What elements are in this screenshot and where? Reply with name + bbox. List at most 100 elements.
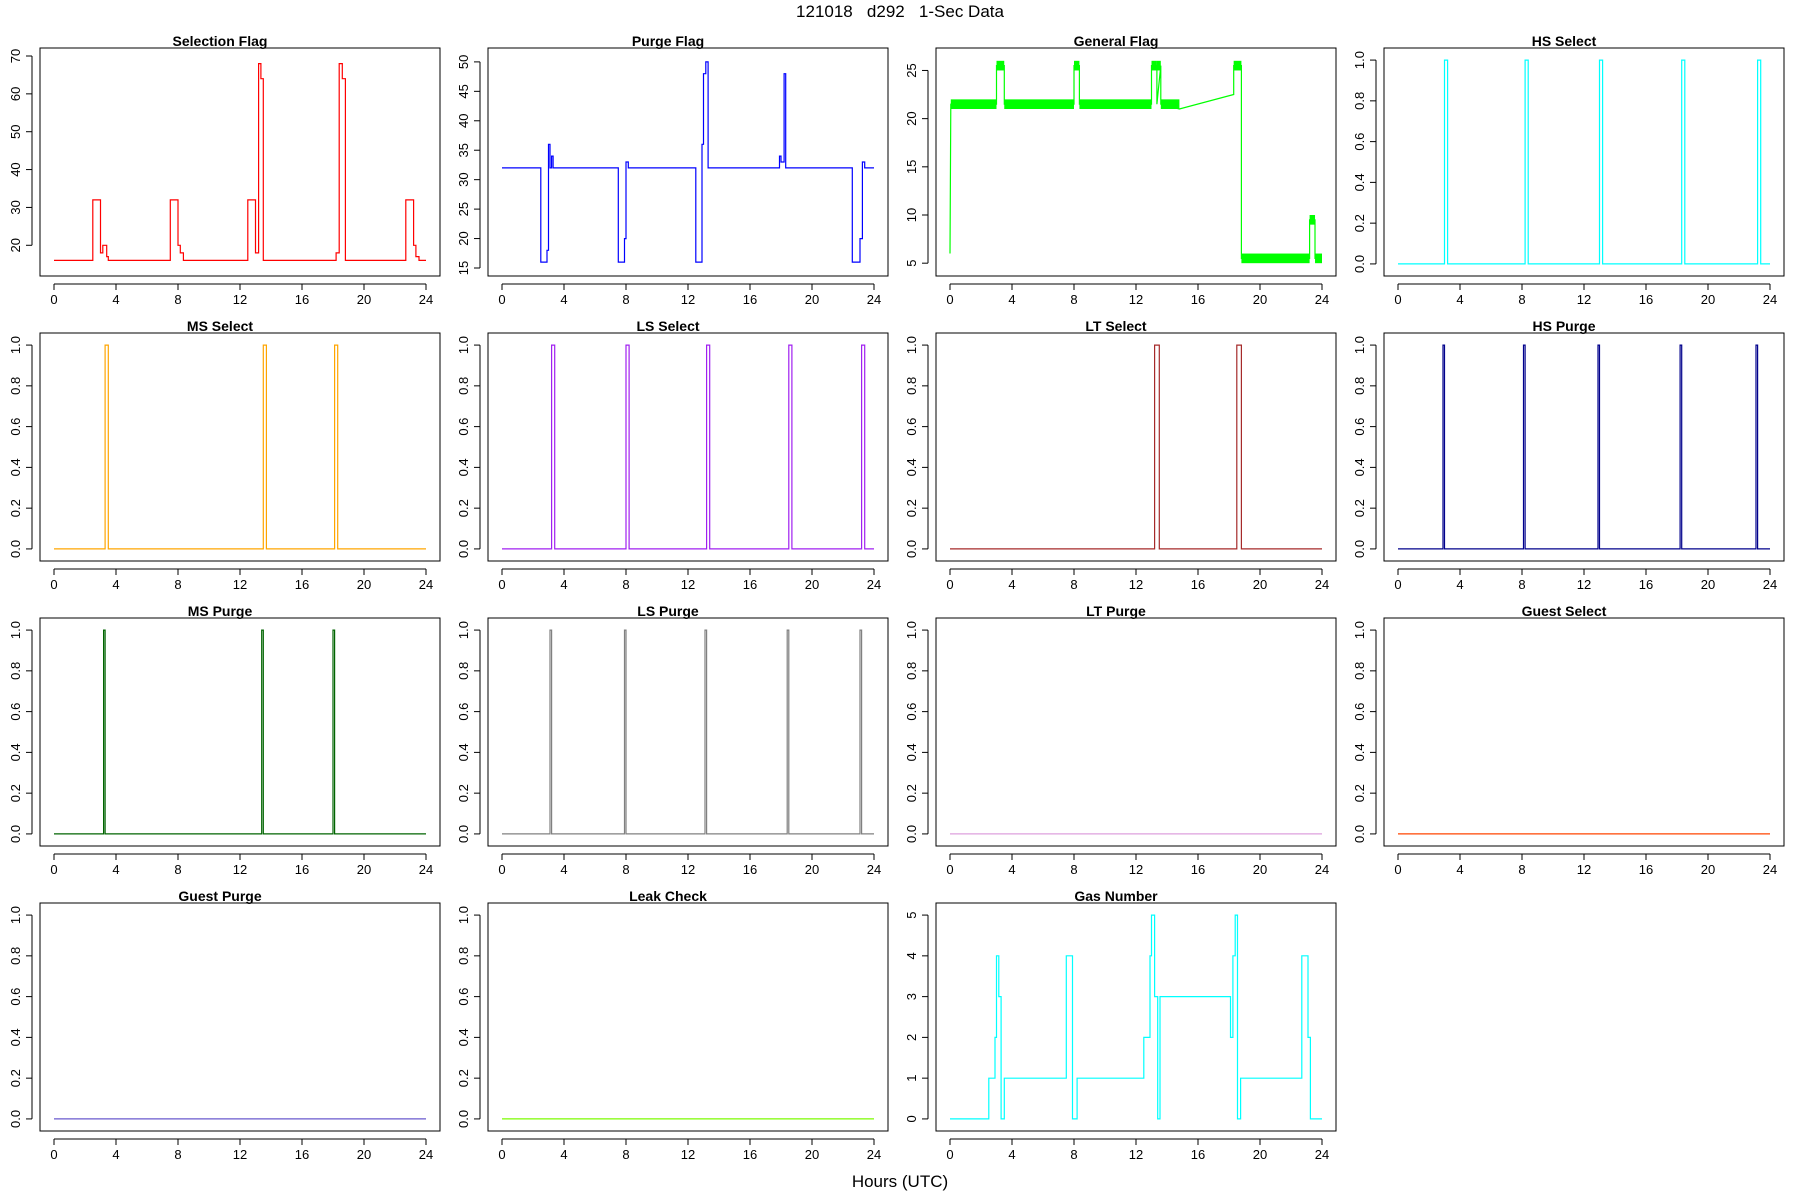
y-tick-label: 0.4 [456, 743, 471, 761]
panel-title: HS Select [1532, 33, 1597, 49]
panel-ms-purge: MS Purge 0 4 8 12 16 20 24 0.0 0.2 0.4 0.6 0.8 1.0 [8, 603, 441, 877]
x-tick-label: 24 [1315, 1147, 1329, 1162]
x-tick-label: 24 [867, 577, 881, 592]
panel-title: LS Purge [637, 603, 699, 619]
x-tick-label: 8 [174, 577, 181, 592]
y-tick-label: 0.6 [456, 703, 471, 721]
x-tick-label: 12 [681, 1147, 695, 1162]
x-tick-label: 8 [1518, 292, 1525, 307]
plot-frame [935, 902, 1337, 1132]
panel-title: LT Select [1085, 318, 1147, 334]
x-tick-label: 24 [419, 292, 433, 307]
y-tick-label: 0.6 [1352, 418, 1367, 436]
plot-frame [39, 902, 441, 1132]
panel-title: Purge Flag [632, 33, 704, 49]
y-tick-label: 15 [456, 261, 471, 275]
y-tick-label: 0.4 [1352, 743, 1367, 761]
y-tick-label: 0.0 [456, 1110, 471, 1128]
plot-frame [935, 617, 1337, 847]
x-tick-label: 0 [946, 292, 953, 307]
y-tick-label: 0.4 [8, 1028, 23, 1046]
y-tick-label: 25 [456, 202, 471, 216]
panel-guest-select: Guest Select 0 4 8 12 16 20 24 0.0 0.2 0.4 0.6 0.8 1.… [1352, 603, 1785, 877]
x-tick-label: 0 [50, 862, 57, 877]
y-tick-label: 0.6 [904, 418, 919, 436]
x-tick-label: 12 [1577, 862, 1591, 877]
series-line [54, 629, 426, 835]
y-tick-label: 0.0 [1352, 825, 1367, 843]
y-tick-label: 5 [904, 260, 919, 267]
signal-band [1160, 99, 1180, 109]
series-line [502, 344, 874, 550]
x-tick-label: 24 [419, 577, 433, 592]
x-tick-label: 12 [681, 862, 695, 877]
x-tick-label: 16 [1191, 862, 1205, 877]
series-line [502, 61, 874, 263]
y-tick-label: 0.6 [8, 703, 23, 721]
y-tick-label: 0.8 [1352, 662, 1367, 680]
series-line [949, 64, 1322, 259]
x-tick-label: 16 [1191, 577, 1205, 592]
series-line [502, 629, 874, 835]
x-tick-label: 8 [622, 292, 629, 307]
x-tick-label: 24 [867, 1147, 881, 1162]
y-tick-label: 0.2 [456, 784, 471, 802]
panel-title: Guest Purge [178, 888, 261, 904]
x-tick-label: 12 [233, 1147, 247, 1162]
plot-frame [1383, 47, 1785, 277]
x-tick-label: 8 [622, 862, 629, 877]
x-tick-label: 4 [560, 862, 567, 877]
y-tick-label: 0.8 [904, 662, 919, 680]
plot-frame [39, 332, 441, 562]
panel-lt-select: LT Select 0 4 8 12 16 20 24 0.0 0.2 0.4 0.6 0.8 1.0 [904, 318, 1337, 592]
y-tick-label: 0.6 [1352, 703, 1367, 721]
x-tick-label: 24 [419, 1147, 433, 1162]
x-tick-label: 8 [622, 577, 629, 592]
y-tick-label: 0.8 [8, 377, 23, 395]
y-tick-label: 0.0 [904, 825, 919, 843]
x-tick-label: 4 [112, 1147, 119, 1162]
y-tick-label: 0.2 [8, 784, 23, 802]
x-tick-label: 24 [419, 862, 433, 877]
x-tick-label: 16 [743, 577, 757, 592]
x-tick-label: 16 [295, 862, 309, 877]
x-tick-label: 12 [1129, 862, 1143, 877]
y-tick-label: 2 [904, 1034, 919, 1041]
x-tick-label: 0 [498, 862, 505, 877]
y-tick-label: 0.2 [1352, 214, 1367, 232]
x-tick-label: 4 [1456, 862, 1463, 877]
x-tick-label: 0 [946, 862, 953, 877]
panel-leak-check: Leak Check 0 4 8 12 16 20 24 0.0 0.2 0.4 0.6 0.8 1.0 [456, 888, 889, 1162]
x-tick-label: 4 [1008, 577, 1015, 592]
y-tick-label: 20 [8, 238, 23, 252]
y-tick-label: 0.0 [8, 540, 23, 558]
y-tick-label: 25 [904, 63, 919, 77]
series-line [950, 914, 1322, 1120]
y-tick-label: 3 [904, 993, 919, 1000]
y-tick-label: 0.4 [8, 458, 23, 476]
y-tick-label: 0.8 [456, 377, 471, 395]
y-tick-label: 0.6 [456, 988, 471, 1006]
y-tick-label: 0.8 [456, 662, 471, 680]
x-tick-label: 8 [1070, 292, 1077, 307]
x-tick-label: 16 [1639, 577, 1653, 592]
y-tick-label: 0.0 [456, 825, 471, 843]
y-tick-label: 60 [8, 87, 23, 101]
y-tick-label: 0.2 [1352, 499, 1367, 517]
y-tick-label: 1.0 [8, 336, 23, 354]
y-tick-label: 0.8 [8, 662, 23, 680]
y-tick-label: 1.0 [8, 906, 23, 924]
x-tick-label: 4 [1008, 1147, 1015, 1162]
y-tick-label: 0.8 [1352, 92, 1367, 110]
y-tick-label: 0.0 [904, 540, 919, 558]
y-tick-label: 50 [8, 124, 23, 138]
y-tick-label: 50 [456, 55, 471, 69]
x-tick-label: 12 [233, 292, 247, 307]
x-tick-label: 24 [1763, 577, 1777, 592]
plot-frame [1383, 332, 1785, 562]
panel-title: Selection Flag [173, 33, 268, 49]
x-tick-label: 20 [805, 1147, 819, 1162]
y-tick-label: 0.0 [8, 825, 23, 843]
x-tick-label: 16 [295, 292, 309, 307]
plot-frame [39, 47, 441, 277]
